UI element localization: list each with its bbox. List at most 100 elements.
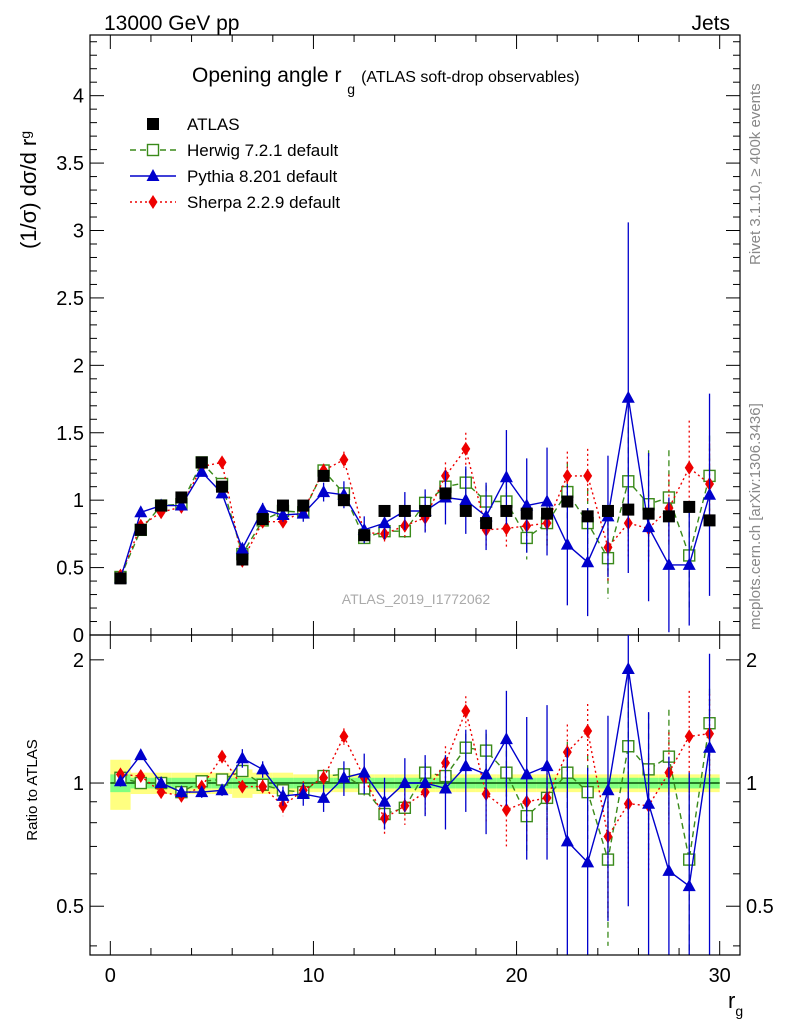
ratio-y-tick-label: 1 — [73, 773, 84, 795]
ratio-y-tick-label: 0.5 — [56, 896, 84, 918]
ratio-data-point — [540, 759, 554, 772]
main-data-point — [500, 504, 513, 517]
main-y-tick-label: 2 — [73, 355, 84, 377]
main-data-point — [134, 523, 147, 536]
ratio-series-sherpa — [115, 690, 715, 918]
chart-title-text: Opening angle r — [192, 64, 347, 87]
main-y-tick-label: 2.5 — [56, 288, 84, 310]
x-axis-label-subscript: g — [735, 1003, 743, 1019]
ratio-data-point — [461, 703, 471, 718]
main-data-point — [583, 468, 593, 483]
legend-marker — [146, 169, 160, 181]
main-data-point — [561, 495, 574, 508]
main-y-tick-label: 3 — [73, 221, 84, 243]
main-data-point — [581, 555, 595, 568]
ratio-data-point — [501, 802, 511, 817]
ratio-data-point — [438, 781, 452, 794]
watermark: ATLAS_2019_I1772062 — [342, 591, 491, 607]
ratio-data-point — [684, 729, 694, 744]
ratio-data-point — [258, 779, 268, 794]
main-data-point — [562, 468, 572, 483]
ratio-data-point — [642, 796, 656, 809]
main-data-point — [216, 480, 229, 493]
main-y-tick-label: 1 — [73, 490, 84, 512]
ratio-frame — [89, 634, 741, 956]
ratio-data-point — [156, 785, 166, 800]
ratio-data-point — [217, 749, 227, 764]
ratio-data-point — [357, 765, 371, 778]
main-data-point — [682, 557, 696, 570]
ratio-data-point — [459, 759, 473, 772]
main-data-point — [461, 441, 471, 456]
main-data-point — [358, 529, 371, 542]
main-data-point — [317, 485, 331, 498]
main-series-herwig — [114, 427, 716, 610]
legend-label: Pythia 8.201 default — [187, 167, 338, 186]
main-data-point — [541, 507, 554, 520]
ratio-data-point — [337, 770, 351, 783]
ratio-data-point — [581, 855, 595, 868]
ratio-data-point — [113, 774, 127, 787]
main-data-point — [296, 506, 310, 519]
chart-title-suffix: (ATLAS soft-drop observables) — [361, 69, 579, 86]
ratio-data-point — [583, 724, 593, 739]
main-y-axis-label-text: (1/σ) dσ/d r — [16, 139, 41, 249]
rivet-label: Rivet 3.1.10, ≥ 400k events — [747, 83, 764, 265]
legend-marker — [146, 143, 160, 157]
main-data-point — [662, 557, 676, 570]
main-data-point — [155, 499, 168, 512]
main-y-tick-label: 0 — [73, 625, 84, 647]
ratio-data-point — [319, 770, 329, 785]
ratio-data-point — [499, 732, 513, 745]
main-data-point — [683, 500, 696, 513]
main-data-point — [114, 572, 127, 585]
main-data-point — [642, 520, 656, 533]
ratio-data-point — [560, 834, 574, 847]
ratio-data-point — [237, 779, 247, 794]
ratio-data-point — [256, 762, 270, 775]
ratio-data-point — [154, 776, 168, 789]
x-tick-label: 30 — [709, 965, 731, 987]
main-data-point — [622, 503, 635, 516]
main-data-point — [174, 498, 188, 511]
ratio-data-point — [479, 767, 493, 780]
main-data-point — [684, 460, 694, 475]
main-data-point — [378, 516, 392, 529]
ratio-data-point — [215, 783, 229, 796]
main-data-point — [540, 494, 554, 507]
main-data-point — [459, 493, 473, 506]
main-data-point — [601, 504, 614, 517]
ratio-data-point — [317, 790, 331, 803]
legend-label: Sherpa 2.2.9 default — [187, 193, 340, 212]
main-data-point — [398, 504, 411, 517]
main-data-point — [256, 502, 270, 515]
legend-marker — [148, 195, 158, 209]
main-y-tick-label: 1.5 — [56, 423, 84, 445]
main-data-point — [520, 507, 533, 520]
ratio-y-axis-label: Ratio to ATLAS — [24, 739, 41, 840]
main-data-point — [297, 499, 310, 512]
main-data-point — [217, 455, 227, 470]
main-data-point — [439, 487, 452, 500]
ratio-data-point — [621, 661, 635, 674]
ratio-data-point — [235, 751, 249, 764]
mcplots-label: mcplots.cern.ch [arXiv:1306.3436] — [747, 403, 764, 630]
ratio-series-herwig — [114, 688, 716, 955]
main-data-point — [235, 541, 249, 554]
ratio-data-point — [601, 783, 615, 796]
main-data-point — [236, 553, 249, 566]
main-data-point — [499, 470, 513, 483]
ratio-data-point — [398, 776, 412, 789]
x-axis-label-text: r — [728, 988, 735, 1013]
ratio-data-point — [339, 729, 349, 744]
ratio-data-point — [418, 776, 432, 789]
main-data-point — [459, 504, 472, 517]
main-data-point — [501, 521, 511, 536]
main-y-tick-label: 3.5 — [56, 153, 84, 175]
main-y-axis-label-subscript: g — [17, 131, 33, 139]
main-data-point — [662, 510, 675, 523]
header-right: Jets — [691, 12, 730, 35]
ratio-y-tick-label-right: 0.5 — [746, 896, 774, 918]
ratio-data-point — [378, 794, 392, 807]
main-data-point — [256, 513, 269, 526]
